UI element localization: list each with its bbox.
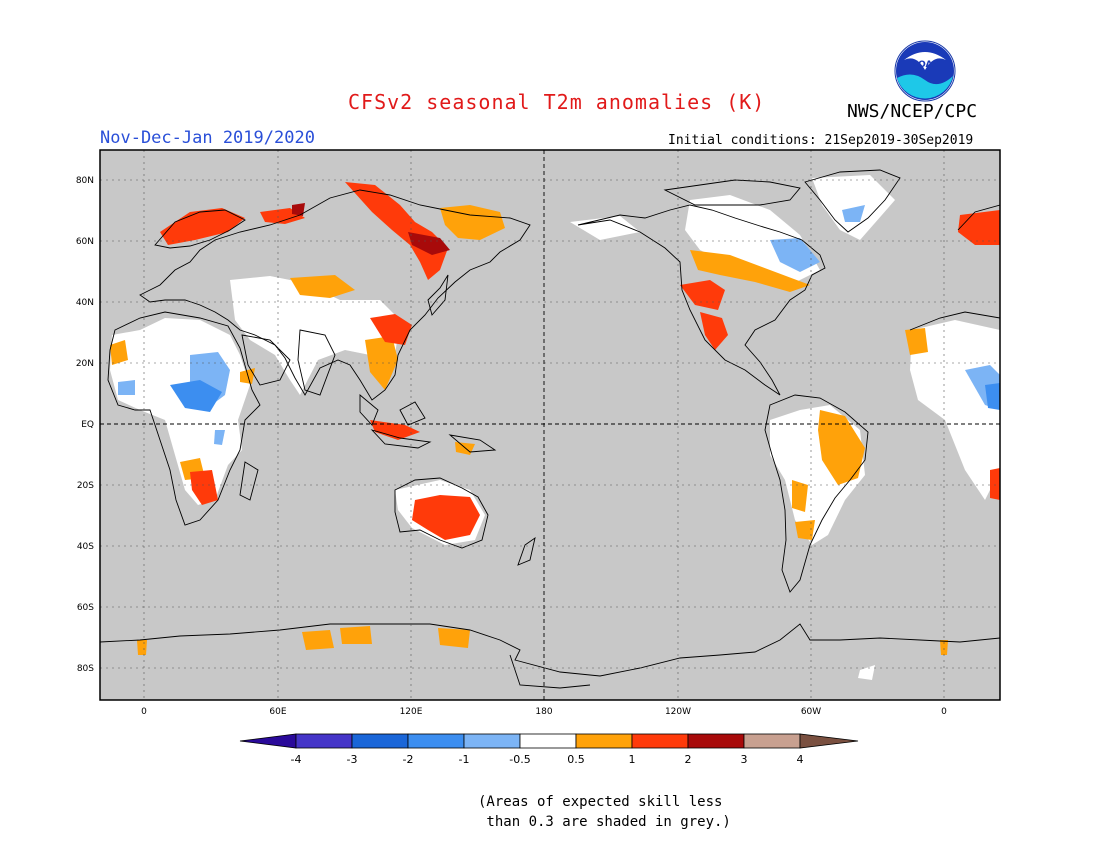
- anomaly-neg-1-2-regions: [170, 380, 1000, 412]
- lon-label: 180: [535, 707, 552, 717]
- colorbar-tick-label: 3: [741, 753, 748, 766]
- lat-label: 80N: [76, 176, 94, 186]
- colorbar-tick-label: 2: [685, 753, 692, 766]
- anomaly-2-3-regions: [292, 203, 450, 255]
- colorbar-swatch: [463, 733, 521, 749]
- anomaly-05-1-regions: [110, 205, 948, 655]
- lat-label: 20S: [77, 481, 94, 491]
- coastlines: [100, 169, 1000, 689]
- anomaly-fields: [110, 175, 1000, 680]
- lon-label: 60E: [269, 707, 286, 717]
- logo-text: NOAA: [911, 60, 940, 70]
- colorbar-swatch: [519, 733, 577, 749]
- colorbar: -4 -3 -2 -1 -0.5 0.5 1 2 3 4: [239, 733, 859, 766]
- lon-label: 120E: [400, 707, 423, 717]
- colorbar-swatch: [687, 733, 745, 749]
- lon-label: 120W: [665, 707, 691, 717]
- lon-label: 60W: [801, 707, 821, 717]
- reference-lines: [100, 150, 1000, 700]
- noaa-logo-icon: NOAA: [894, 40, 956, 102]
- lon-label: 0: [941, 707, 947, 717]
- lat-labels: 80N 60N 40N 20N EQ 20S 40S 60S 80S: [76, 176, 94, 674]
- colorbar-tick-label: 1: [629, 753, 636, 766]
- lat-label: 40N: [76, 298, 94, 308]
- colorbar-tick-label: -1: [459, 753, 470, 766]
- colorbar-left-arrow: [239, 733, 297, 749]
- gridlines: [100, 150, 1000, 700]
- colorbar-swatch: [575, 733, 633, 749]
- skill-footnote: (Areas of expected skill less than 0.3 a…: [478, 794, 731, 830]
- colorbar-swatch: [743, 733, 801, 749]
- colorbar-right-arrow: [799, 733, 859, 749]
- chart-title: CFSv2 seasonal T2m anomalies (K): [348, 90, 766, 114]
- colorbar-swatch: [351, 733, 409, 749]
- initial-conditions: Initial conditions: 21Sep2019-30Sep2019: [668, 133, 974, 148]
- lon-labels: 0 60E 120E 180 120W 60W 0: [141, 707, 947, 717]
- colorbar-tick-label: -3: [347, 753, 358, 766]
- lat-label: 40S: [77, 542, 94, 552]
- map-frame: [99, 149, 1001, 701]
- colorbar-tick-label: -4: [291, 753, 302, 766]
- agency-label: NWS/NCEP/CPC: [847, 101, 978, 122]
- lat-label: 60S: [77, 603, 94, 613]
- colorbar-tick-label: -0.5: [509, 753, 530, 766]
- forecast-period: Nov-Dec-Jan 2019/2020: [100, 128, 315, 148]
- lat-label: 60N: [76, 237, 94, 247]
- lat-label: 80S: [77, 664, 94, 674]
- colorbar-swatch: [631, 733, 689, 749]
- lon-label: 0: [141, 707, 147, 717]
- lat-label: EQ: [81, 420, 94, 430]
- colorbar-tick-label: 0.5: [567, 753, 585, 766]
- lat-label: 20N: [76, 359, 94, 369]
- colorbar-swatch: [295, 733, 353, 749]
- colorbar-tick-label: -2: [403, 753, 414, 766]
- colorbar-swatch: [407, 733, 465, 749]
- colorbar-tick-label: 4: [797, 753, 804, 766]
